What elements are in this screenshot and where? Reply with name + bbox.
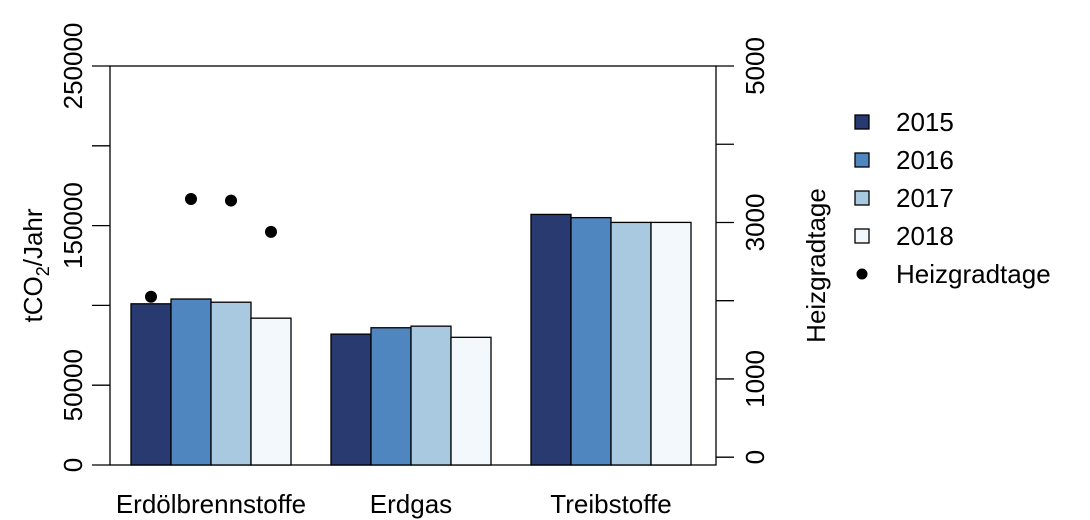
bar-2-2015 [530,213,572,466]
bar-1-2016 [370,327,412,466]
y-tick-label: 0 [58,458,88,472]
y-axis-label-suffix: /Jahr [18,208,48,266]
category-label: Erdgas [370,489,452,519]
legend-label: 2015 [896,107,954,137]
bar-0-2017 [210,301,252,466]
legend-swatch [854,114,870,130]
bar-0-2016 [170,298,212,466]
y2-tick-label: 0 [740,450,770,464]
y2-tick-label: 3000 [740,194,770,252]
legend-dot [856,268,868,280]
y2-tick-label: 5000 [740,37,770,95]
bar-1-2015 [330,333,372,466]
bar-2-2018 [650,221,692,466]
heizgradtage-point [225,194,237,207]
heizgradtage-point [185,193,197,205]
legend-label: Heizgradtage [896,259,1051,289]
bar-0-2018 [250,317,292,466]
legend-label: 2017 [896,183,954,213]
y-tick-label: 50000 [58,349,88,421]
y-tick-label: 150000 [58,182,88,269]
heizgradtage-point [145,290,157,303]
legend-swatch [854,152,870,168]
category-label: Treibstoffe [550,489,671,519]
y2-tick-label: 1000 [740,350,770,408]
heizgradtage-point [265,225,277,238]
legend-swatch [854,190,870,206]
y-tick-label: 250000 [58,23,88,110]
legend-label: 2016 [896,145,954,175]
bar-2-2016 [570,216,612,466]
bar-1-2017 [410,325,452,466]
y-axis-label-subscript: 2 [33,266,53,276]
legend-swatch [854,228,870,244]
bar-2-2017 [610,221,652,466]
y2-axis-label: Heizgradtage [801,188,831,343]
y-axis-label: tCO2/Jahr [18,208,53,322]
legend-label: 2018 [896,221,954,251]
category-label: Erdölbrennstoffe [116,489,306,519]
y-axis-label-main: tCO [18,276,48,322]
bar-0-2015 [130,303,172,466]
bar-1-2018 [450,336,492,466]
